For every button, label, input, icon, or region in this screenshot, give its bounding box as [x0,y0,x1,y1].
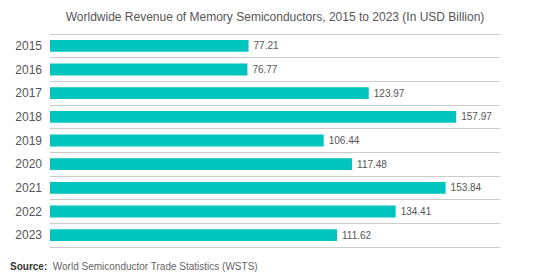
svg-text:2021: 2021 [15,181,42,195]
svg-text:157.97: 157.97 [461,111,492,122]
svg-text:Source:: Source: [10,261,47,272]
svg-text:2023: 2023 [15,228,42,242]
svg-text:2017: 2017 [15,86,42,100]
svg-text:World Semiconductor Trade Stat: World Semiconductor Trade Statistics (WS… [47,261,257,272]
svg-text:2015: 2015 [15,39,42,53]
svg-text:76.77: 76.77 [252,64,277,75]
svg-text:111.62: 111.62 [342,230,372,241]
svg-text:134.41: 134.41 [401,206,432,217]
svg-text:2019: 2019 [15,134,42,148]
svg-text:2020: 2020 [15,157,42,171]
svg-text:106.44: 106.44 [329,135,360,146]
svg-text:Worldwide Revenue of Memory Se: Worldwide Revenue of Memory Semiconducto… [66,10,485,24]
svg-text:2018: 2018 [15,110,42,124]
svg-text:77.21: 77.21 [254,40,279,51]
svg-text:117.48: 117.48 [357,159,387,170]
svg-text:2022: 2022 [15,205,42,219]
svg-text:123.97: 123.97 [374,88,405,99]
svg-text:2016: 2016 [15,63,42,77]
svg-text:153.84: 153.84 [451,182,482,193]
